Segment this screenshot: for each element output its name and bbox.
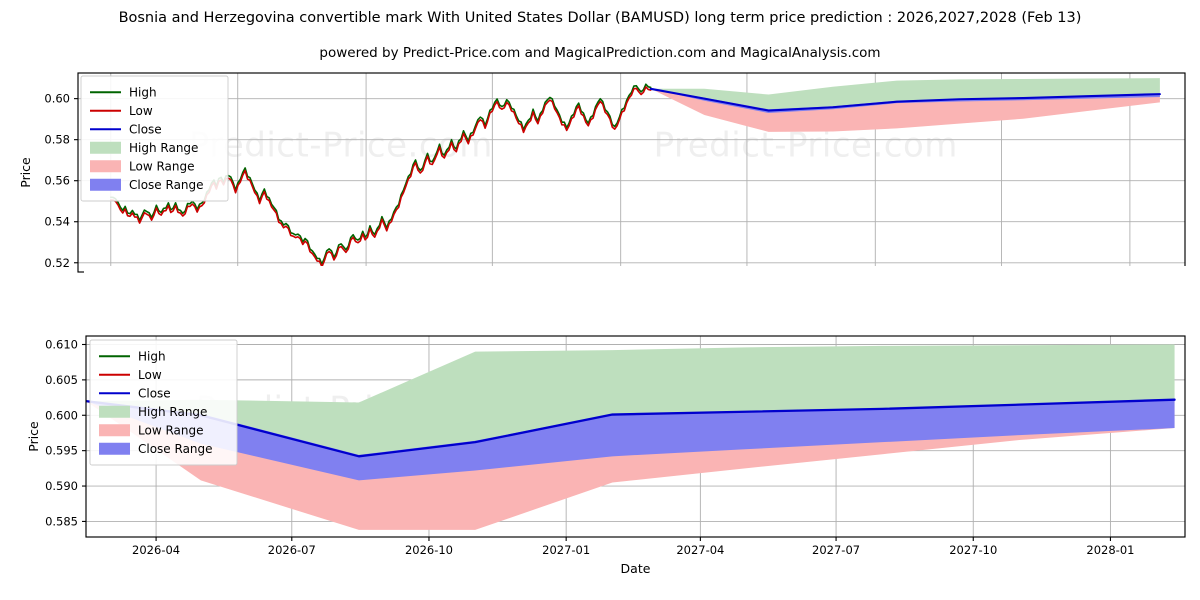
y-tick-label: 0.600 bbox=[45, 408, 78, 422]
history-low-line bbox=[109, 86, 652, 268]
legend-swatch-patch bbox=[90, 178, 121, 191]
clip-top bbox=[76, 3, 1187, 73]
legend-item-label: Close bbox=[129, 122, 162, 136]
high-range-band bbox=[650, 78, 1160, 111]
legend-item-label: Low bbox=[129, 104, 153, 118]
y-tick-label: 0.52 bbox=[44, 256, 70, 270]
high-range-band bbox=[86, 344, 1175, 457]
legend-swatch-patch bbox=[99, 405, 130, 418]
x-tick-label: 2028-01 bbox=[1086, 543, 1134, 557]
y-tick-label: 0.585 bbox=[45, 514, 78, 528]
clip-top bbox=[84, 266, 1187, 336]
legend-swatch-patch bbox=[90, 160, 121, 173]
y-tick-label: 0.595 bbox=[45, 444, 78, 458]
close-range-band bbox=[86, 398, 1175, 481]
x-tick-label: 2026-04 bbox=[132, 543, 180, 557]
legend-swatch-patch bbox=[99, 442, 130, 455]
legend-item-label: Low Range bbox=[129, 159, 194, 173]
y-axis-title: Price bbox=[26, 421, 41, 452]
legend-swatch-patch bbox=[99, 424, 130, 437]
x-tick-label: 2027-01 bbox=[542, 543, 590, 557]
x-tick-label: 2026-07 bbox=[268, 543, 316, 557]
forecast-close-line bbox=[649, 87, 1161, 112]
forecast-detail-chart: Predict-Price.comPredict-Price.com0.5850… bbox=[0, 266, 1200, 600]
y-tick-label: 0.58 bbox=[44, 133, 70, 147]
y-axis-title: Price bbox=[18, 157, 33, 188]
watermark: Predict-Price.com bbox=[654, 126, 958, 166]
page-title: Bosnia and Herzegovina convertible mark … bbox=[118, 10, 1082, 26]
page-subtitle: powered by Predict-Price.com and Magical… bbox=[319, 45, 881, 61]
legend-item-label: High bbox=[129, 85, 157, 99]
legend-item-label: Close Range bbox=[138, 442, 213, 456]
clip-right bbox=[1185, 276, 1200, 597]
x-tick-label: 2027-04 bbox=[676, 543, 724, 557]
legend-item-label: High Range bbox=[138, 405, 207, 419]
y-tick-label: 0.605 bbox=[45, 373, 78, 387]
x-tick-label: 2027-10 bbox=[949, 543, 997, 557]
legend-item-label: Low bbox=[138, 368, 162, 382]
y-tick-label: 0.610 bbox=[45, 337, 78, 351]
legend-item-label: Close bbox=[138, 386, 171, 400]
axes-frame bbox=[85, 335, 1186, 538]
y-tick-label: 0.60 bbox=[44, 92, 70, 106]
clip-right bbox=[1185, 13, 1200, 332]
x-tick-label: 2027-07 bbox=[812, 543, 860, 557]
x-tick-label: 2026-10 bbox=[405, 543, 453, 557]
y-tick-label: 0.54 bbox=[44, 215, 70, 229]
watermark: Predict-Price.com bbox=[189, 126, 493, 166]
y-tick-label: 0.590 bbox=[45, 479, 78, 493]
x-axis-title: Date bbox=[621, 561, 651, 576]
clip-bottom bbox=[84, 538, 1187, 600]
legend-item-label: Close Range bbox=[129, 178, 204, 192]
legend-item-label: Low Range bbox=[138, 423, 203, 437]
legend-item-label: High bbox=[138, 349, 166, 363]
y-tick-label: 0.56 bbox=[44, 174, 70, 188]
legend-swatch-patch bbox=[90, 141, 121, 154]
legend-item-label: High Range bbox=[129, 141, 198, 155]
forecast-close-line bbox=[84, 398, 1176, 458]
clip-left bbox=[0, 276, 86, 597]
